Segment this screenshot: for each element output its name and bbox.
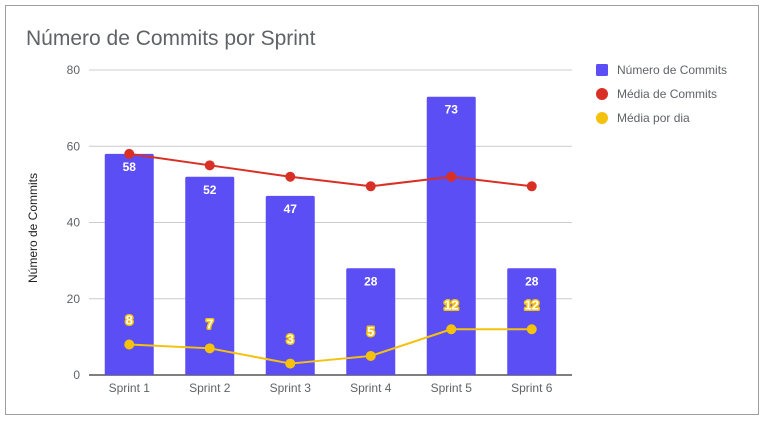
- legend-swatch: [596, 64, 608, 76]
- data-point: [526, 181, 537, 192]
- bar-data-label: 28: [525, 274, 539, 288]
- gridlines: [89, 69, 572, 376]
- bar-data-label: 58: [123, 160, 137, 174]
- data-point: [365, 181, 376, 192]
- x-tick-label: Sprint 5: [431, 381, 473, 395]
- x-tick-label: Sprint 4: [350, 381, 392, 395]
- data-point: [285, 358, 296, 369]
- point-data-label: 7: [206, 316, 213, 331]
- data-point: [204, 160, 215, 171]
- data-point: [204, 343, 215, 354]
- y-tick-label: 0: [73, 368, 80, 382]
- bar: [185, 176, 235, 375]
- bar: [426, 96, 476, 375]
- series-line: [129, 152, 532, 188]
- bar-data-label: 47: [284, 202, 298, 216]
- point-data-label: 12: [444, 297, 458, 312]
- point-data-label: 5: [367, 324, 374, 339]
- x-tick-label: Sprint 2: [189, 381, 231, 395]
- data-point: [124, 148, 135, 159]
- bar-data-label: 73: [445, 103, 459, 117]
- data-point: [285, 171, 296, 182]
- bar: [104, 153, 154, 375]
- point-data-label: 8: [126, 313, 133, 328]
- y-tick-label: 60: [67, 139, 81, 153]
- data-point: [526, 324, 537, 335]
- y-tick-label: 40: [67, 216, 81, 230]
- legend-label: Média por dia: [617, 111, 690, 125]
- point-data-label: 12: [525, 297, 539, 312]
- x-tick-label: Sprint 6: [511, 381, 553, 395]
- bar-data-label: 28: [364, 274, 378, 288]
- y-tick-label: 20: [67, 292, 81, 306]
- bar: [265, 195, 315, 375]
- point-data-label: 3: [287, 332, 294, 347]
- data-point: [124, 339, 135, 350]
- bar-data-label: 52: [203, 183, 217, 197]
- data-point: [446, 171, 457, 182]
- series-line: [129, 328, 532, 365]
- data-point: [365, 350, 376, 361]
- y-axis-ticks: 0 20 40 60 80: [67, 63, 81, 382]
- data-point: [446, 324, 457, 335]
- bar: [507, 268, 557, 375]
- x-axis-ticks: Sprint 1 Sprint 2 Sprint 3 Sprint 4 Sprint 5…: [109, 381, 553, 395]
- lines: 8 7 3 5 12 12: [124, 148, 540, 369]
- y-tick-label: 80: [67, 63, 81, 77]
- legend-swatch: [596, 88, 608, 100]
- legend-label: Média de Commits: [617, 87, 717, 101]
- legend-swatch: [596, 112, 608, 124]
- x-tick-label: Sprint 1: [109, 381, 151, 395]
- x-tick-label: Sprint 3: [270, 381, 312, 395]
- legend: Número de Commits Média de Commits Média p…: [596, 63, 727, 125]
- y-axis-title: Número de Commits: [26, 173, 40, 283]
- chart-title: Número de Commits por Sprint: [26, 27, 316, 50]
- legend-label: Número de Commits: [617, 63, 727, 77]
- bar: [346, 268, 396, 375]
